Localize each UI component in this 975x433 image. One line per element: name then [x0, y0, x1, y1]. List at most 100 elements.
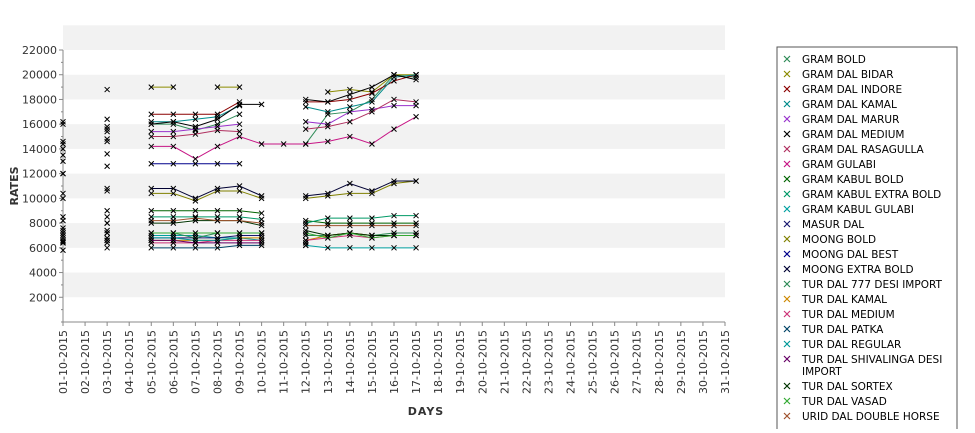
data-point	[258, 210, 265, 217]
legend-marker	[783, 295, 791, 303]
series-line	[151, 103, 262, 128]
series	[60, 71, 419, 145]
data-point	[148, 207, 155, 214]
data-point	[214, 127, 221, 134]
data-point	[104, 136, 110, 142]
data-point	[324, 193, 331, 199]
data-point	[347, 244, 353, 251]
data-point	[104, 138, 110, 145]
data-point	[258, 242, 265, 249]
data-point	[60, 121, 66, 128]
legend-marker	[783, 235, 791, 243]
data-point	[60, 152, 66, 158]
data-point	[104, 128, 110, 135]
data-point	[236, 111, 243, 118]
data-point	[413, 71, 419, 78]
legend-label: TUR DAL SHIVALINGA DESI IMPORT	[801, 354, 946, 378]
data-point	[60, 232, 66, 239]
series	[60, 227, 419, 241]
x-tick-label: 07-10-2015	[189, 330, 202, 394]
data-point	[258, 240, 265, 246]
data-point	[104, 116, 110, 123]
data-point	[413, 178, 419, 184]
data-point	[302, 242, 309, 249]
data-point	[148, 160, 155, 167]
data-point	[60, 195, 66, 202]
data-point	[302, 240, 309, 246]
x-tick-label: 29-10-2015	[675, 330, 688, 394]
x-tick-label: 15-10-2015	[366, 330, 379, 394]
legend: GRAM BOLD GRAM DAL BIDAR GRAM DAL INDORE GR…	[776, 46, 958, 433]
data-point	[324, 108, 331, 115]
y-tick-label: 20000	[22, 69, 57, 82]
data-point	[391, 232, 397, 239]
y-tick-label: 8000	[29, 217, 57, 230]
data-point	[60, 247, 66, 254]
data-point	[324, 99, 331, 105]
data-point	[170, 207, 177, 214]
data-point	[104, 126, 110, 132]
data-point	[302, 118, 309, 125]
data-point	[170, 190, 177, 197]
x-tick-label: 06-10-2015	[167, 330, 180, 394]
legend-label: MOONG EXTRA BOLD	[802, 264, 914, 276]
data-point	[170, 160, 177, 167]
x-tick-label: 22-10-2015	[520, 330, 533, 394]
data-point	[104, 188, 110, 194]
x-tick-label: 12-10-2015	[300, 330, 313, 394]
data-point	[148, 111, 155, 118]
data-point	[192, 197, 199, 204]
legend-marker	[783, 115, 791, 123]
legend-label: TUR DAL VASAD	[801, 396, 887, 408]
data-point	[104, 207, 110, 214]
data-point	[60, 237, 66, 244]
y-tick-label: 18000	[22, 93, 57, 106]
data-point	[391, 71, 397, 78]
data-point	[258, 193, 265, 199]
legend-marker	[783, 310, 791, 318]
data-point	[369, 215, 375, 221]
data-point	[192, 126, 199, 132]
data-point	[170, 128, 177, 135]
data-point	[236, 188, 243, 194]
legend-marker	[783, 70, 791, 78]
data-point	[104, 86, 110, 93]
x-tick-label: 31-10-2015	[719, 330, 732, 394]
data-point	[391, 222, 397, 229]
legend-label: GRAM DAL RASAGULLA	[802, 144, 925, 156]
data-point	[148, 185, 155, 192]
x-tick-label: 02-10-2015	[79, 330, 92, 394]
data-point	[391, 244, 397, 251]
legend-marker	[783, 340, 791, 348]
data-point	[258, 222, 265, 229]
data-point	[148, 232, 155, 239]
data-point	[347, 222, 353, 229]
x-tick-label: 04-10-2015	[123, 330, 136, 394]
series-line	[151, 217, 262, 224]
legend-label: URID DAL DOUBLE HORSE	[802, 411, 940, 423]
data-point	[214, 121, 221, 128]
data-point	[104, 237, 110, 244]
data-point	[214, 207, 221, 214]
series-line	[151, 216, 262, 220]
x-axis-title: DAYS	[408, 405, 444, 418]
data-point	[60, 225, 66, 231]
data-point	[192, 217, 199, 224]
data-point	[192, 244, 199, 251]
data-point	[369, 84, 375, 90]
series	[60, 235, 309, 246]
data-point	[192, 215, 199, 221]
data-point	[302, 220, 309, 226]
legend-label: GRAM DAL INDORE	[802, 84, 902, 96]
data-point	[302, 99, 309, 105]
data-point	[192, 160, 199, 167]
series-line	[305, 215, 417, 224]
data-point	[324, 222, 331, 229]
series	[60, 242, 309, 254]
data-point	[214, 116, 221, 123]
data-point	[60, 141, 66, 147]
data-point	[347, 220, 353, 226]
data-point	[60, 170, 66, 177]
x-tick-label: 27-10-2015	[631, 330, 644, 394]
data-point	[192, 237, 199, 244]
